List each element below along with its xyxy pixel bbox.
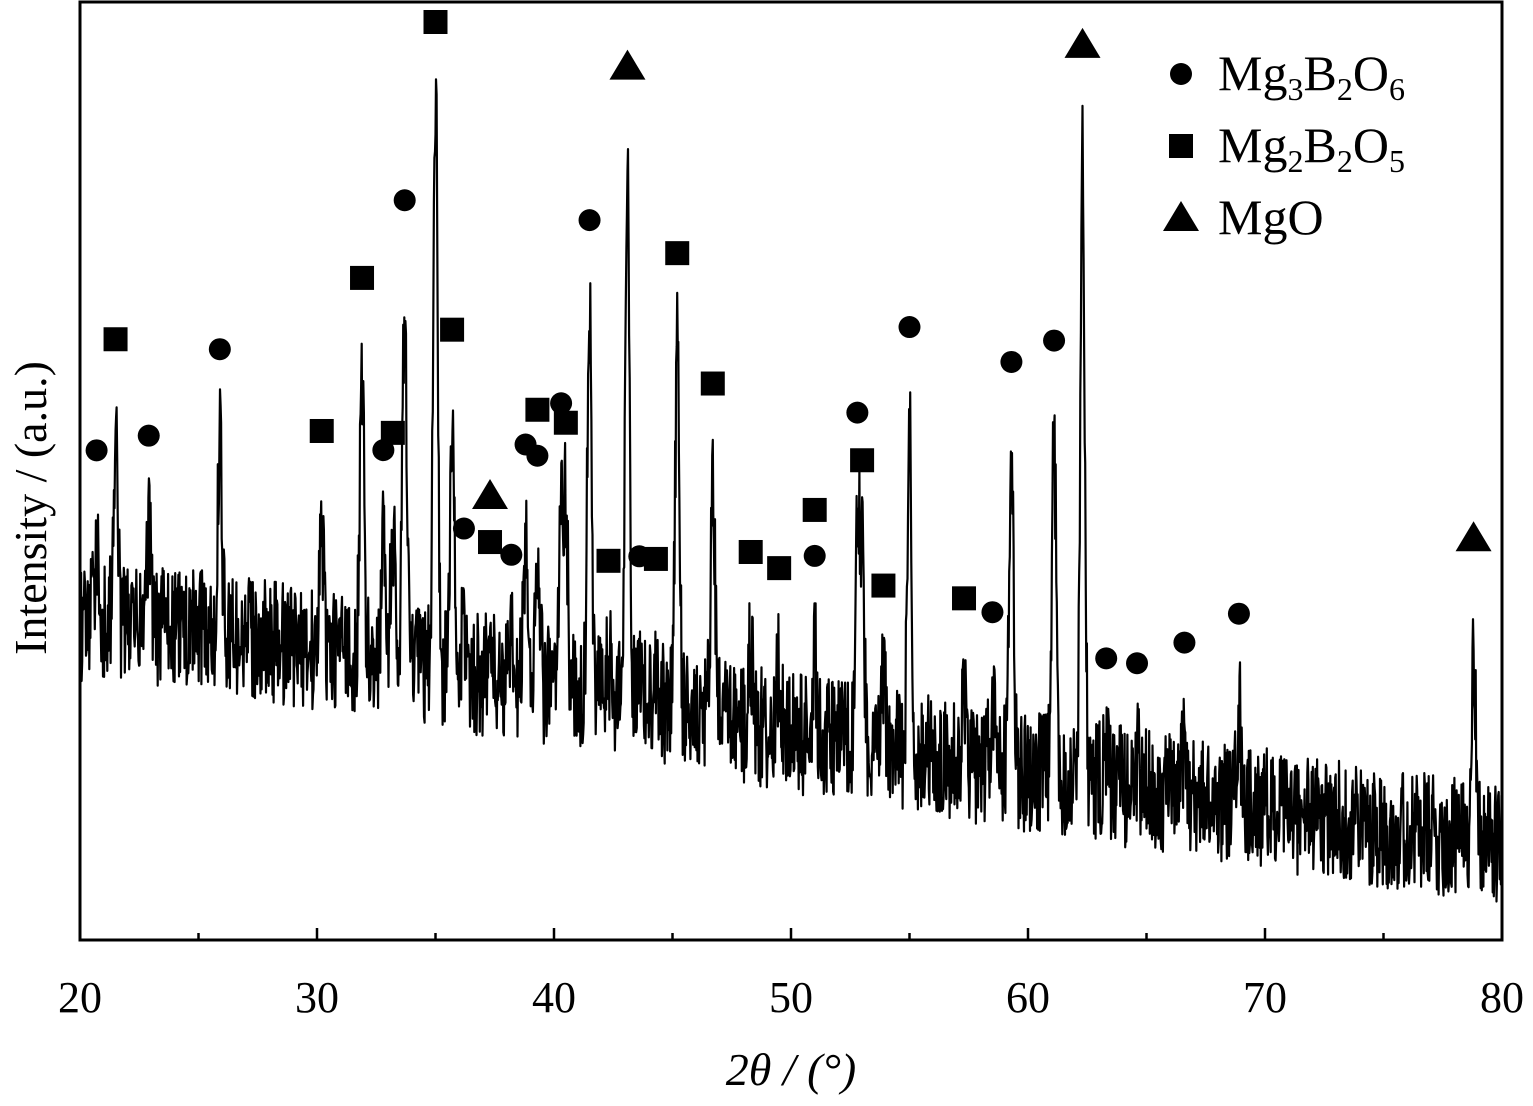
- marker-circle: [1000, 350, 1023, 373]
- marker-circle: [500, 543, 523, 566]
- marker-square: [380, 420, 405, 445]
- x-tick-label: 60: [1006, 973, 1050, 1022]
- y-axis-title: Intensity / (a.u.): [5, 361, 56, 655]
- marker-square: [665, 241, 690, 266]
- legend-label: Mg2B2O5: [1218, 117, 1405, 179]
- marker-square: [423, 10, 448, 34]
- x-tick-label: 40: [532, 973, 576, 1022]
- marker-square: [525, 397, 550, 422]
- marker-square: [738, 539, 763, 564]
- legend-entry-circle: Mg3B2O6: [1170, 45, 1405, 107]
- marker-layer: [85, 10, 1492, 675]
- marker-square: [700, 371, 725, 396]
- marker-circle: [85, 439, 108, 462]
- marker-square: [478, 530, 503, 555]
- marker-circle: [981, 601, 1004, 624]
- marker-square: [440, 317, 465, 342]
- marker-square: [103, 327, 128, 352]
- x-tick-label: 50: [769, 973, 813, 1022]
- marker-circle: [1170, 63, 1192, 85]
- marker-square: [596, 548, 621, 573]
- x-axis-ticks: 20 30 40 50 60 70 80: [58, 928, 1524, 1022]
- marker-circle: [1227, 602, 1250, 625]
- marker-circle: [526, 444, 549, 467]
- marker-circle: [1173, 631, 1196, 654]
- marker-square: [309, 418, 334, 443]
- marker-square: [802, 497, 827, 522]
- marker-square: [643, 546, 668, 571]
- marker-circle: [550, 392, 573, 415]
- marker-circle: [137, 424, 160, 447]
- marker-square: [553, 410, 578, 435]
- marker-triangle: [1455, 521, 1492, 552]
- marker-triangle: [1064, 27, 1101, 58]
- x-tick-label: 80: [1480, 973, 1524, 1022]
- trace-layer: [78, 78, 1504, 903]
- marker-circle: [1095, 647, 1118, 670]
- x-tick-label: 30: [295, 973, 339, 1022]
- x-axis-title: 2θ / (°): [726, 1044, 856, 1095]
- legend: Mg3B2O6 Mg2B2O5 MgO: [1163, 45, 1405, 245]
- marker-circle: [898, 316, 921, 339]
- marker-square: [1169, 134, 1193, 158]
- marker-triangle: [1163, 201, 1199, 231]
- marker-triangle: [609, 49, 646, 80]
- marker-circle: [803, 544, 826, 567]
- marker-circle: [1043, 329, 1066, 352]
- marker-square: [850, 448, 875, 473]
- x-tick-label: 70: [1243, 973, 1287, 1022]
- marker-triangle: [472, 479, 509, 510]
- x-tick-label: 20: [58, 973, 102, 1022]
- marker-square: [767, 556, 792, 581]
- marker-square: [952, 586, 977, 611]
- marker-square: [350, 265, 375, 290]
- legend-entry-triangle: MgO: [1163, 189, 1324, 245]
- marker-circle: [1126, 652, 1149, 675]
- legend-label: Mg3B2O6: [1218, 45, 1405, 107]
- marker-circle: [208, 338, 231, 361]
- marker-circle: [578, 209, 601, 232]
- marker-square: [871, 573, 896, 598]
- marker-circle: [452, 517, 475, 540]
- legend-label: MgO: [1218, 189, 1324, 245]
- marker-circle: [846, 401, 869, 424]
- marker-circle: [393, 189, 416, 212]
- legend-entry-square: Mg2B2O5: [1169, 117, 1405, 179]
- xrd-trace: [78, 78, 1504, 903]
